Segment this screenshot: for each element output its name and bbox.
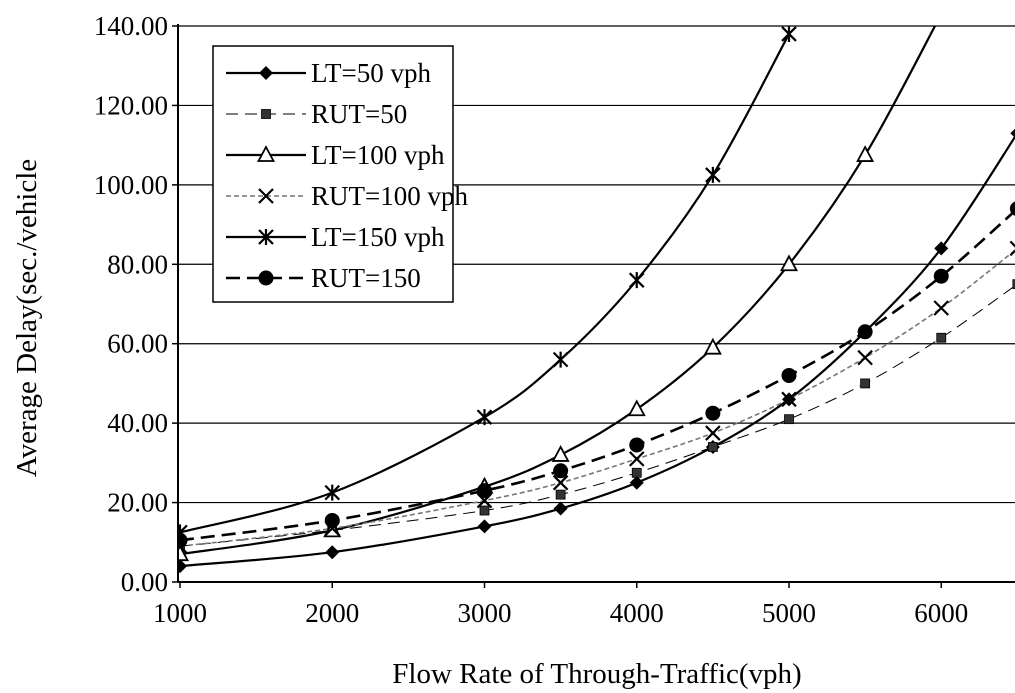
- x-tick-label: 2000: [305, 598, 359, 628]
- axes: [172, 24, 1015, 588]
- legend-label-5: RUT=150: [311, 263, 421, 293]
- series-5-point-3: [553, 463, 569, 479]
- series-3-point-8: [933, 300, 950, 316]
- legend: LT=50 vph RUT=50 LT=100 vph RUT=100 vph LT=1…: [212, 45, 468, 303]
- series-1-point-5: [707, 442, 718, 452]
- legend-label-1: RUT=50: [311, 99, 407, 129]
- series-line-5: [179, 209, 1015, 542]
- x-tick-label: 3000: [458, 598, 512, 628]
- series-0-point-0: [178, 559, 187, 574]
- series-0-point-8: [934, 241, 949, 256]
- series-0-point-3: [553, 501, 568, 516]
- series-4-point-3: [552, 351, 569, 368]
- series-5-point-9: [1009, 201, 1015, 216]
- series-1-point-2: [479, 505, 490, 516]
- legend-box: [212, 45, 454, 303]
- series-line-1: [179, 285, 1015, 547]
- y-tick-label: 140.00: [94, 11, 168, 41]
- series-2-point-0: [178, 544, 190, 562]
- legend-label-0: LT=50 vph: [311, 58, 431, 88]
- series-line-3: [179, 249, 1015, 548]
- series-1-point-7: [860, 378, 871, 389]
- series-4-point-5: [705, 166, 721, 183]
- series-2-point-7: [856, 145, 875, 162]
- series-4-point-6: [781, 26, 797, 42]
- series-1-point-3: [555, 489, 566, 500]
- series-0-point-4: [629, 475, 644, 490]
- series-2-point-6: [779, 254, 799, 272]
- series-2-point-4: [627, 399, 646, 417]
- legend-marker-0: [259, 66, 273, 80]
- series-0-point-2: [477, 519, 492, 534]
- series-1-point-8: [936, 332, 947, 343]
- series-4-point-2: [476, 409, 493, 426]
- legend-marker-5: [258, 270, 274, 286]
- y-axis-title: Average Delay(sec./vehicle: [11, 159, 43, 477]
- series-5-point-4: [629, 437, 645, 453]
- legend-marker-1: [261, 109, 271, 119]
- series-0-point-9: [1010, 128, 1015, 138]
- series-1-point-6: [784, 414, 794, 425]
- series-3-point-7: [857, 349, 873, 366]
- series-4-point-4: [628, 272, 645, 289]
- legend-label-2: LT=100 vph: [311, 140, 445, 170]
- series-3-point-9: [1009, 240, 1015, 257]
- series-3-point-3: [552, 474, 569, 491]
- y-tick-label: 0.00: [121, 567, 168, 597]
- tick-labels: 0.00 20.00 40.00 60.00 80.00 100.00 120.00 140.…: [94, 11, 969, 628]
- series-5-point-5: [705, 405, 721, 421]
- y-tick-label: 20.00: [107, 488, 168, 518]
- series-1-point-9: [1012, 279, 1015, 290]
- series-1-point-4: [631, 467, 642, 478]
- series-3-point-4: [628, 451, 645, 467]
- series-2-point-3: [551, 445, 570, 462]
- x-tick-label: 5000: [762, 598, 816, 628]
- series-3-point-6: [781, 391, 797, 408]
- legend-label-4: LT=150 vph: [311, 222, 445, 252]
- legend-label-3: RUT=100 vph: [311, 181, 468, 211]
- series-5-point-0: [178, 532, 188, 548]
- y-tick-label: 40.00: [107, 408, 168, 438]
- x-tick-label: 6000: [914, 598, 968, 628]
- legend-marker-4: [258, 229, 274, 245]
- series-5-point-2: [477, 483, 492, 499]
- y-tick-label: 60.00: [107, 329, 168, 359]
- series-5-point-1: [324, 512, 340, 528]
- legend-marker-3: [258, 188, 274, 204]
- series-markers: [178, 6, 1015, 574]
- series-0-point-1: [325, 545, 340, 560]
- series-4-point-1: [324, 484, 341, 501]
- series-line-0: [179, 134, 1015, 568]
- series-2-point-5: [703, 337, 722, 355]
- x-tick-label: 4000: [610, 598, 664, 628]
- series-3-point-5: [705, 425, 721, 441]
- x-axis-title: Flow Rate of Through-Traffic(vph): [392, 658, 801, 690]
- series-5-point-8: [933, 268, 949, 284]
- y-tick-label: 120.00: [94, 90, 168, 120]
- series-5-point-6: [781, 367, 797, 383]
- series-2-point-8: [934, 6, 949, 20]
- series-5-point-7: [857, 324, 873, 340]
- legend-marker-2: [256, 145, 276, 162]
- y-tick-label: 100.00: [94, 170, 168, 200]
- x-tick-label: 1000: [153, 598, 207, 628]
- y-tick-label: 80.00: [107, 249, 168, 279]
